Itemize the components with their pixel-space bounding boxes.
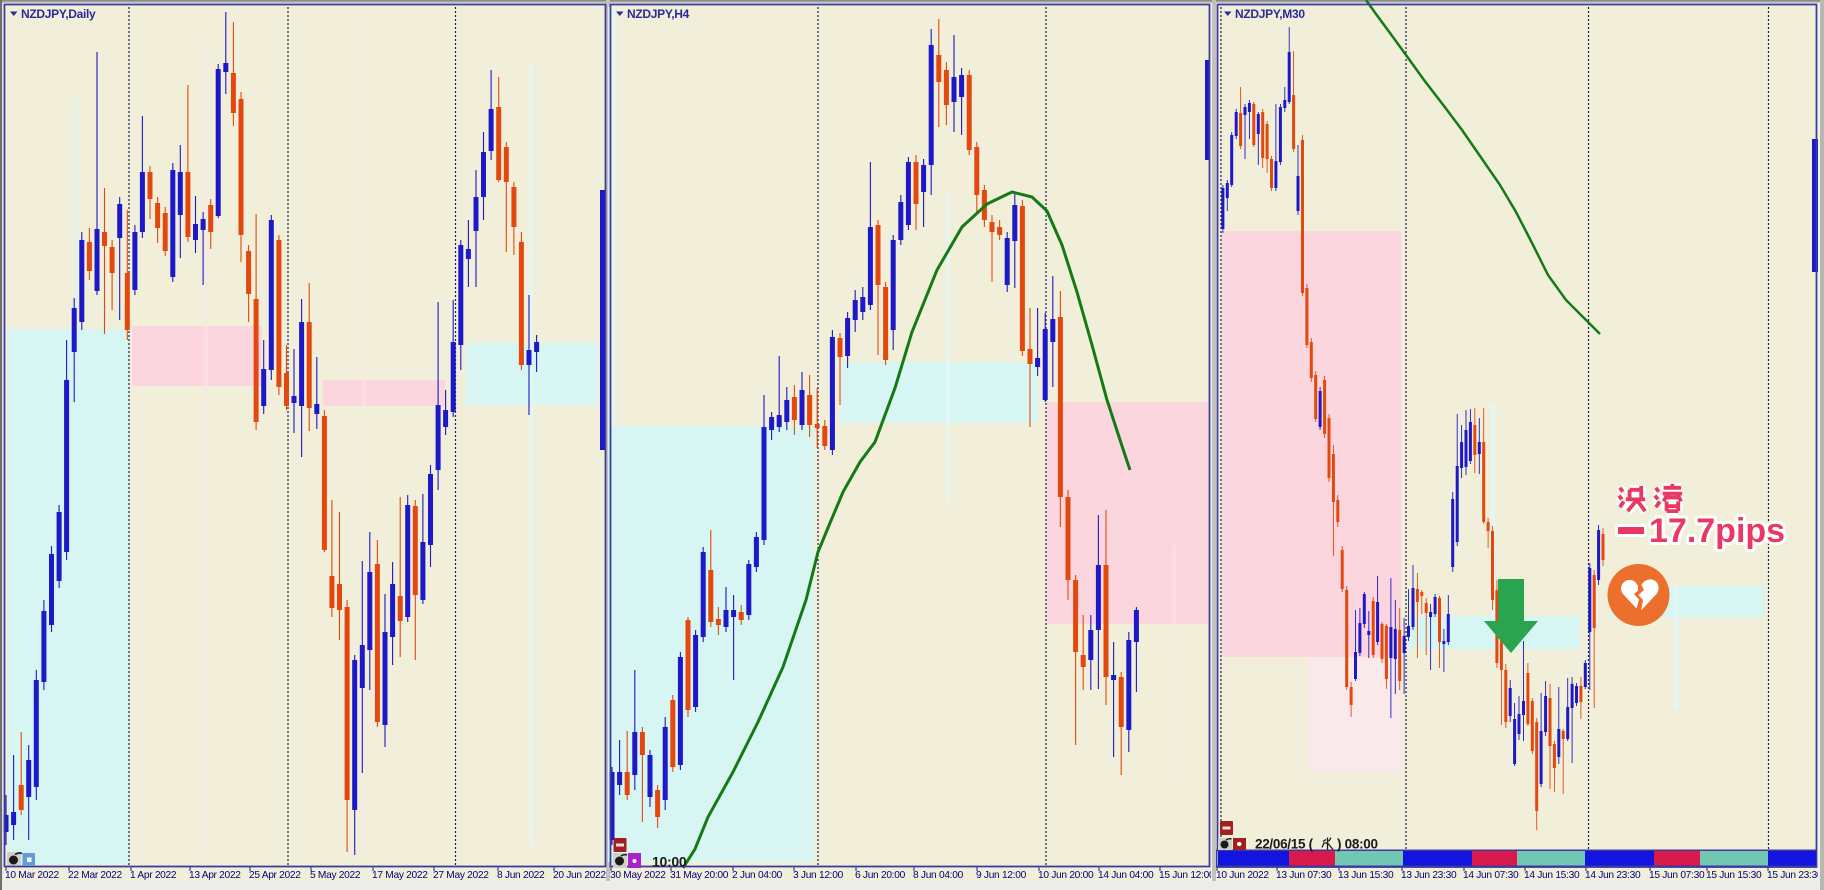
svg-text:17 May 2022: 17 May 2022 xyxy=(372,870,428,881)
svg-text:10 Mar 2022: 10 Mar 2022 xyxy=(5,870,60,881)
svg-text:22 Mar 2022: 22 Mar 2022 xyxy=(68,870,123,881)
svg-text:10 Jun 2022: 10 Jun 2022 xyxy=(1216,870,1269,881)
svg-text:14 Jun 15:30: 14 Jun 15:30 xyxy=(1524,870,1580,881)
svg-text:5 May 2022: 5 May 2022 xyxy=(310,870,361,881)
svg-text:14 Jun 07:30: 14 Jun 07:30 xyxy=(1463,870,1519,881)
svg-text:NZDJPY,H4: NZDJPY,H4 xyxy=(627,7,690,21)
svg-text:13 Apr 2022: 13 Apr 2022 xyxy=(189,870,241,881)
svg-text:8 Jun 2022: 8 Jun 2022 xyxy=(497,870,545,881)
svg-text:3 Jun 12:00: 3 Jun 12:00 xyxy=(793,870,844,881)
svg-text:8 Jun 04:00: 8 Jun 04:00 xyxy=(913,870,964,881)
svg-text:10:00: 10:00 xyxy=(652,854,687,870)
svg-text:13 Jun 15:30: 13 Jun 15:30 xyxy=(1338,870,1394,881)
svg-text:31 May 20:00: 31 May 20:00 xyxy=(670,870,729,881)
svg-text:13 Jun 23:30: 13 Jun 23:30 xyxy=(1401,870,1457,881)
svg-text:9 Jun 12:00: 9 Jun 12:00 xyxy=(976,870,1027,881)
svg-text:20 Jun 2022: 20 Jun 2022 xyxy=(553,870,606,881)
svg-text:14 Jun 04:00: 14 Jun 04:00 xyxy=(1098,870,1154,881)
svg-text:17.7pips: 17.7pips xyxy=(1649,512,1785,550)
svg-text:2 Jun 04:00: 2 Jun 04:00 xyxy=(732,870,783,881)
svg-text:1 Apr 2022: 1 Apr 2022 xyxy=(130,870,177,881)
svg-text:14 Jun 23:30: 14 Jun 23:30 xyxy=(1585,870,1641,881)
svg-text:6 Jun 20:00: 6 Jun 20:00 xyxy=(855,870,906,881)
svg-text:25 Apr 2022: 25 Apr 2022 xyxy=(249,870,301,881)
svg-text:15 Jun 23:30: 15 Jun 23:30 xyxy=(1767,870,1823,881)
svg-text:10 Jun 20:00: 10 Jun 20:00 xyxy=(1038,870,1094,881)
svg-text:27 May 2022: 27 May 2022 xyxy=(433,870,489,881)
svg-text:15 Jun 07:30: 15 Jun 07:30 xyxy=(1649,870,1705,881)
svg-text:22/06/15 (: 22/06/15 ( xyxy=(1255,837,1314,852)
svg-text:NZDJPY,M30: NZDJPY,M30 xyxy=(1235,7,1305,21)
svg-text:15 Jun 15:30: 15 Jun 15:30 xyxy=(1706,870,1762,881)
svg-text:15 Jun 12:00: 15 Jun 12:00 xyxy=(1159,870,1215,881)
svg-text:NZDJPY,Daily: NZDJPY,Daily xyxy=(21,7,96,21)
svg-text:) 08:00: ) 08:00 xyxy=(1337,837,1378,852)
svg-text:17.7pips: 17.7pips xyxy=(1649,512,1785,550)
svg-text:13 Jun 07:30: 13 Jun 07:30 xyxy=(1276,870,1332,881)
svg-text:30 May 2022: 30 May 2022 xyxy=(610,870,666,881)
